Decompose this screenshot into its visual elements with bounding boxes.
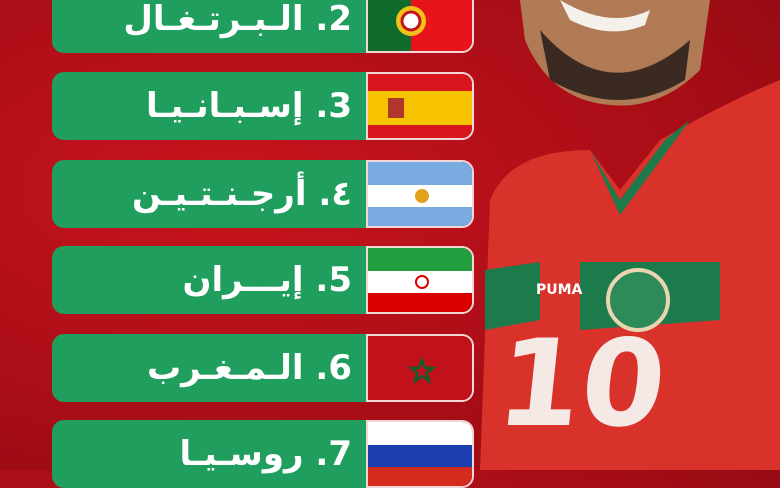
ranking-pill: 2. الـبـرتـغـال	[52, 0, 382, 53]
player-image: PUMA 10	[470, 0, 780, 470]
portugal-flag	[366, 0, 474, 53]
ranking-label: 7. روسـيـا	[179, 434, 352, 474]
argentina-flag	[366, 160, 474, 228]
ranking-pill: 3. إسـبـانـيـا	[52, 72, 382, 140]
ranking-row-portugal: 2. الـبـرتـغـال	[52, 0, 474, 53]
spain-flag	[366, 72, 474, 140]
shirt-brand: PUMA	[536, 282, 583, 298]
russia-flag	[366, 420, 474, 488]
ranking-label: 5. إيـــران	[182, 260, 352, 300]
ranking-row-iran: 5. إيـــران	[52, 246, 474, 314]
ranking-label: 6. الـمـغـرب	[146, 348, 352, 388]
ranking-pill: 5. إيـــران	[52, 246, 382, 314]
ranking-row-russia: 7. روسـيـا	[52, 420, 474, 488]
iran-flag	[366, 246, 474, 314]
ranking-label: 3. إسـبـانـيـا	[145, 86, 352, 126]
ranking-pill: 6. الـمـغـرب	[52, 334, 382, 402]
ranking-pill: 7. روسـيـا	[52, 420, 382, 488]
ranking-row-argentina: ٤. أرجـنـتـيـن	[52, 160, 474, 228]
ranking-label: ٤. أرجـنـتـيـن	[132, 174, 352, 214]
ranking-row-morocco: 6. الـمـغـرب	[52, 334, 474, 402]
ranking-pill: ٤. أرجـنـتـيـن	[52, 160, 382, 228]
shirt-number: 10	[490, 315, 673, 454]
morocco-flag	[366, 334, 474, 402]
ranking-label: 2. الـبـرتـغـال	[123, 0, 352, 39]
ranking-row-spain: 3. إسـبـانـيـا	[52, 72, 474, 140]
